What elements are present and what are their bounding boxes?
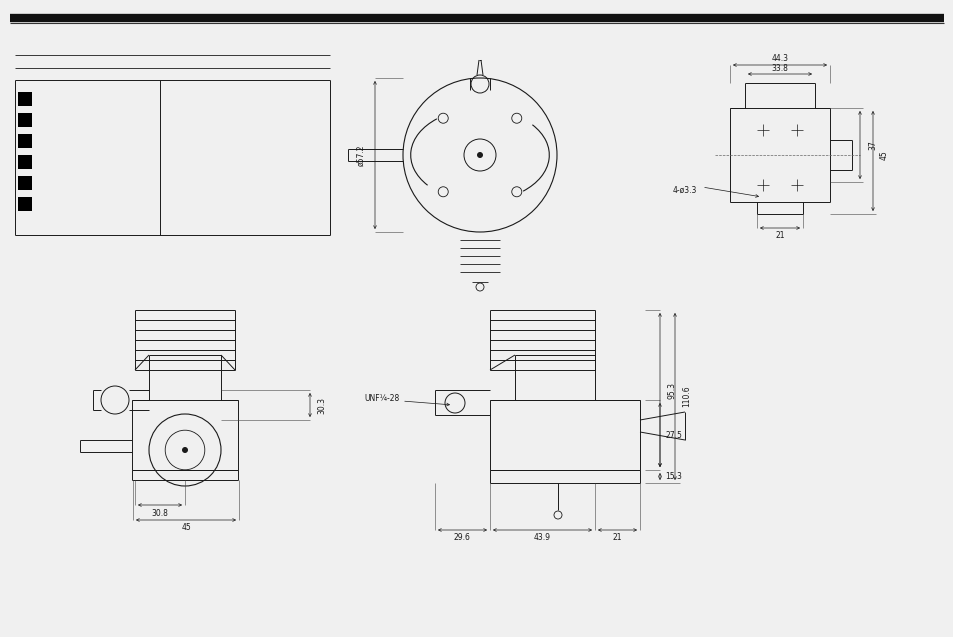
Text: 43.9: 43.9	[533, 534, 550, 543]
Text: 29.6: 29.6	[453, 534, 470, 543]
Bar	[18, 113, 32, 127]
Text: 30.3: 30.3	[317, 396, 326, 413]
Text: 44.3: 44.3	[771, 54, 788, 62]
Bar	[18, 92, 32, 106]
Text: 15.3: 15.3	[665, 471, 681, 480]
Text: 27.5: 27.5	[665, 431, 681, 440]
Circle shape	[476, 152, 482, 158]
Circle shape	[182, 447, 188, 453]
Text: UNF¼-28: UNF¼-28	[364, 394, 399, 403]
Text: 95.3: 95.3	[667, 382, 676, 399]
Bar	[18, 176, 32, 190]
Text: 45: 45	[181, 524, 191, 533]
Text: 21: 21	[775, 231, 784, 240]
Text: 4-ø3.3: 4-ø3.3	[672, 185, 697, 194]
Text: 21: 21	[612, 534, 621, 543]
Bar	[18, 134, 32, 148]
Text: 33.8: 33.8	[771, 64, 787, 73]
Text: 110.6: 110.6	[681, 385, 691, 407]
Text: 45: 45	[879, 150, 887, 160]
Text: 30.8: 30.8	[152, 508, 169, 517]
Bar	[18, 155, 32, 169]
Text: 37: 37	[867, 140, 877, 150]
Text: ø57.2: ø57.2	[356, 144, 365, 166]
Bar	[18, 197, 32, 211]
